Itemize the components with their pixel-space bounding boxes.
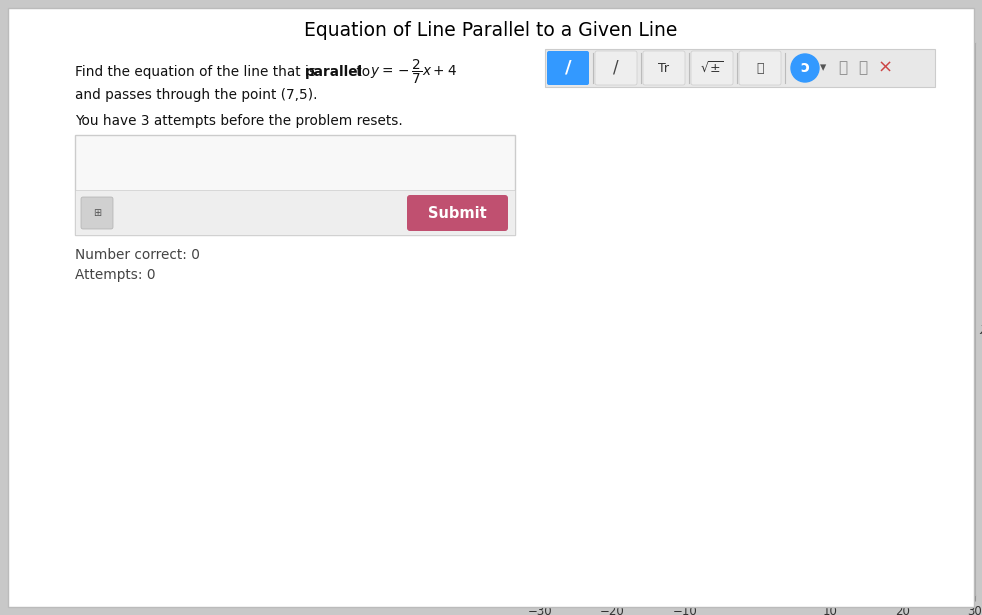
Text: Number correct: 0: Number correct: 0	[75, 248, 200, 262]
Text: ▾: ▾	[820, 62, 826, 74]
Text: parallel: parallel	[305, 65, 363, 79]
FancyBboxPatch shape	[81, 197, 113, 229]
FancyBboxPatch shape	[691, 51, 733, 85]
Text: ⌣: ⌣	[858, 60, 867, 76]
Text: Equation of Line Parallel to a Given Line: Equation of Line Parallel to a Given Lin…	[304, 20, 678, 39]
FancyBboxPatch shape	[739, 51, 781, 85]
Text: $\sqrt{\pm}$: $\sqrt{\pm}$	[700, 60, 724, 76]
Text: to: to	[352, 65, 379, 79]
Text: x: x	[979, 322, 982, 337]
FancyBboxPatch shape	[643, 51, 685, 85]
Text: $y = -\dfrac{2}{7}x + 4$: $y = -\dfrac{2}{7}x + 4$	[370, 58, 457, 86]
Text: Submit: Submit	[428, 205, 487, 221]
Text: /: /	[613, 59, 619, 77]
Text: 🖉: 🖉	[756, 62, 764, 74]
Text: You have 3 attempts before the problem resets.: You have 3 attempts before the problem r…	[75, 114, 403, 128]
Text: /: /	[565, 59, 572, 77]
Text: ⊞: ⊞	[93, 208, 101, 218]
Text: ×: ×	[878, 59, 893, 77]
Bar	[75, 135, 515, 235]
Bar	[75, 190, 515, 235]
Circle shape	[791, 54, 819, 82]
Text: and passes through the point (7,5).: and passes through the point (7,5).	[75, 88, 317, 102]
Text: ↄ: ↄ	[800, 60, 809, 76]
Text: Tr: Tr	[659, 62, 670, 74]
Text: ⌢: ⌢	[839, 60, 847, 76]
FancyBboxPatch shape	[407, 195, 508, 231]
FancyBboxPatch shape	[547, 51, 589, 85]
Text: Attempts: 0: Attempts: 0	[75, 268, 155, 282]
Bar	[545, 49, 935, 87]
Text: Find the equation of the line that is: Find the equation of the line that is	[75, 65, 320, 79]
Text: (7, 5): (7, 5)	[815, 257, 852, 271]
FancyBboxPatch shape	[595, 51, 637, 85]
Text: y: y	[540, 12, 549, 26]
